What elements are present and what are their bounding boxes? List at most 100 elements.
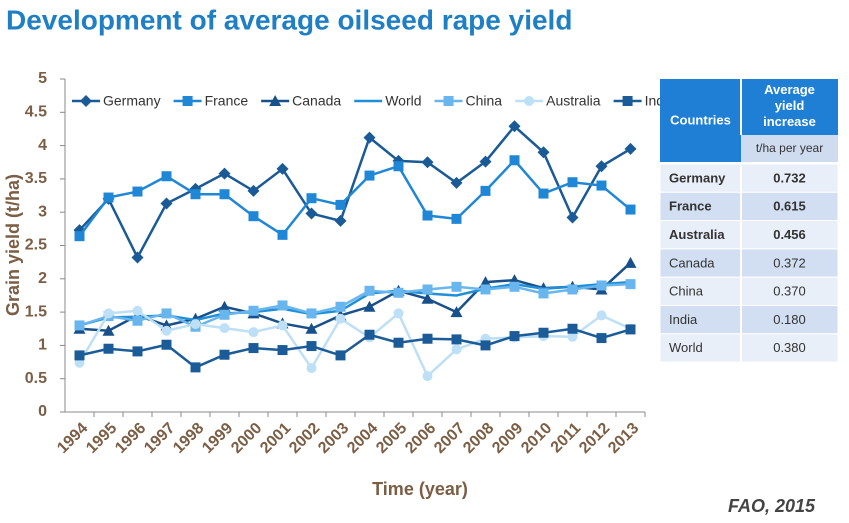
- point: [306, 193, 317, 204]
- point: [131, 251, 144, 264]
- point: [393, 161, 404, 172]
- table-row-bg: [659, 220, 839, 250]
- table-country: Canada: [669, 255, 715, 270]
- y-tick-label: 4: [38, 137, 47, 154]
- table-value: 0.456: [773, 227, 806, 242]
- point: [480, 185, 491, 196]
- table-value: 0.180: [773, 312, 806, 327]
- x-tick-label: 2008: [460, 420, 497, 457]
- x-tick-label: 1997: [141, 420, 178, 457]
- point: [596, 333, 607, 344]
- point: [219, 349, 230, 360]
- y-tick-label: 1: [38, 337, 47, 354]
- point: [132, 186, 143, 197]
- legend-label: World: [385, 93, 421, 109]
- point: [248, 211, 259, 222]
- point: [479, 155, 492, 168]
- point: [422, 333, 433, 344]
- x-tick-label: 2009: [489, 420, 526, 457]
- table-value: 0.372: [773, 255, 806, 270]
- legend-marker: [524, 96, 535, 106]
- point: [277, 229, 288, 240]
- point: [74, 231, 85, 242]
- point: [103, 192, 114, 203]
- point: [566, 211, 579, 224]
- legend-item: World: [354, 93, 422, 109]
- table-row-bg: [659, 276, 839, 307]
- y-tick-label: 4.5: [25, 104, 47, 121]
- point: [160, 197, 173, 210]
- x-tick-label: 2001: [257, 420, 294, 457]
- table-country: Australia: [669, 227, 725, 242]
- point: [247, 184, 260, 197]
- point: [538, 188, 549, 199]
- table-country: France: [669, 199, 712, 214]
- y-tick-label: 0: [38, 403, 47, 420]
- point: [509, 331, 520, 342]
- chart-title: Development of average oilseed rape yiel…: [6, 4, 572, 35]
- point: [335, 301, 346, 312]
- point: [219, 189, 230, 200]
- point: [219, 309, 230, 320]
- legend-label: France: [205, 93, 249, 109]
- table-header: Average yield increase: [763, 82, 816, 129]
- table-row-bg: [659, 333, 839, 363]
- point: [218, 300, 231, 312]
- point: [451, 334, 462, 345]
- table-row-bg: [659, 163, 839, 193]
- legend-item: Canada: [261, 93, 341, 109]
- point: [508, 120, 521, 133]
- point: [277, 300, 288, 311]
- point: [538, 327, 549, 338]
- point: [422, 210, 433, 221]
- point: [450, 306, 463, 318]
- point: [103, 308, 114, 319]
- point: [393, 287, 404, 298]
- point: [595, 160, 608, 173]
- point: [480, 340, 491, 351]
- point: [625, 204, 636, 215]
- point: [363, 300, 376, 312]
- x-tick-label: 2004: [344, 420, 381, 457]
- y-tick-label: 3.5: [25, 170, 47, 187]
- point: [276, 162, 289, 175]
- point: [509, 281, 520, 292]
- x-tick-label: 2006: [402, 420, 439, 457]
- point: [421, 156, 434, 169]
- legend-marker: [80, 95, 92, 107]
- point: [306, 363, 317, 374]
- legend-label: Australia: [546, 93, 601, 109]
- point: [363, 131, 376, 144]
- point: [132, 315, 143, 326]
- x-tick-label: 1996: [112, 420, 149, 457]
- point: [161, 171, 172, 182]
- legend-item: Germany: [72, 93, 161, 109]
- point: [422, 371, 433, 382]
- series-line: [78, 124, 632, 261]
- point: [596, 180, 607, 191]
- point: [451, 344, 462, 355]
- legend-marker: [443, 96, 454, 106]
- point: [190, 362, 201, 373]
- table-value: 0.615: [773, 199, 806, 214]
- y-tick-label: 2: [38, 270, 47, 287]
- point: [567, 177, 578, 188]
- table-country: India: [669, 312, 698, 327]
- x-tick-label: 1994: [54, 420, 91, 457]
- table-header-bg: [660, 79, 838, 135]
- point: [480, 284, 491, 295]
- point: [364, 329, 375, 340]
- table-unit: t/ha per year: [756, 141, 823, 155]
- legend-label: Canada: [292, 93, 341, 109]
- legend-item: China: [434, 93, 502, 109]
- point: [306, 308, 317, 319]
- table-country: World: [669, 340, 703, 355]
- point: [509, 155, 520, 166]
- point: [364, 170, 375, 181]
- point: [74, 350, 85, 361]
- point: [74, 320, 85, 331]
- y-tick-label: 0.5: [25, 370, 47, 387]
- point: [624, 256, 637, 268]
- x-tick-label: 2012: [576, 420, 613, 457]
- point: [248, 327, 259, 338]
